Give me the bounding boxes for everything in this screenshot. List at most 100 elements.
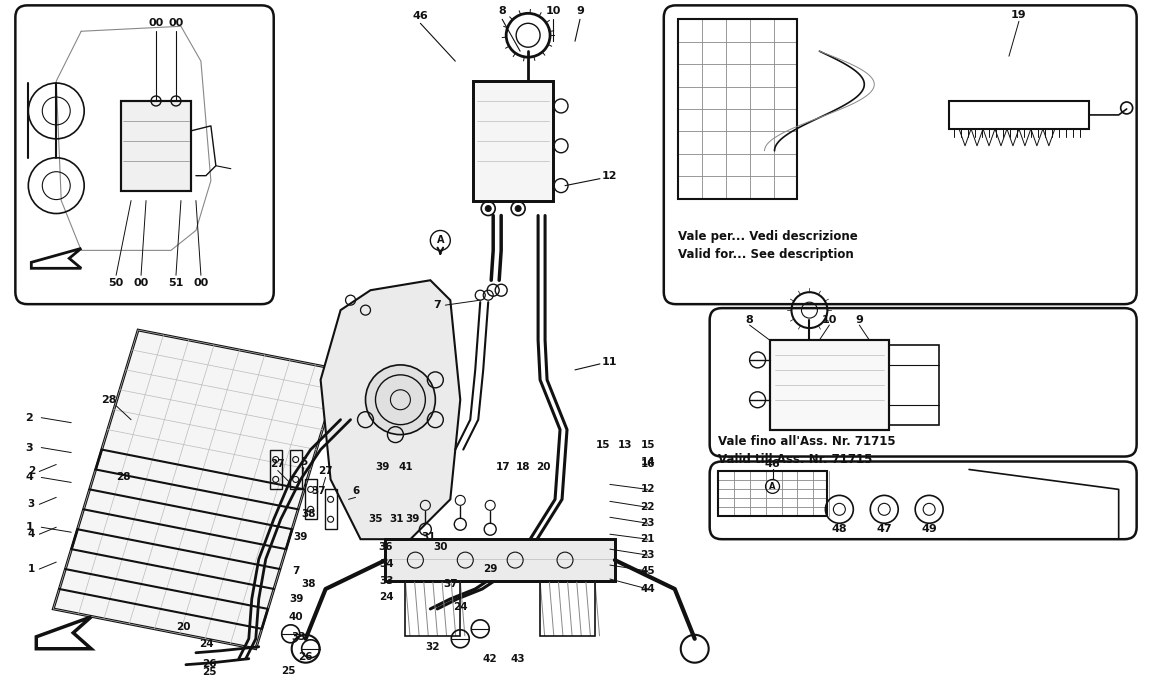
Text: 00: 00 — [168, 18, 184, 28]
Text: 12: 12 — [641, 484, 656, 494]
Text: 27: 27 — [319, 466, 332, 477]
Text: Vale fino all'Ass. Nr. 71715: Vale fino all'Ass. Nr. 71715 — [718, 434, 896, 447]
Text: 16: 16 — [641, 460, 656, 469]
Text: 37: 37 — [312, 486, 325, 497]
Text: 40: 40 — [289, 612, 302, 622]
FancyBboxPatch shape — [15, 5, 274, 304]
Text: 14: 14 — [641, 456, 656, 466]
Text: 25: 25 — [201, 667, 216, 677]
Text: 48: 48 — [831, 525, 848, 534]
Text: 15: 15 — [641, 440, 656, 449]
Text: 00: 00 — [193, 278, 208, 288]
Text: 9: 9 — [576, 6, 584, 16]
Bar — [305, 479, 316, 519]
Text: 20: 20 — [536, 462, 551, 473]
Text: 7: 7 — [292, 566, 299, 576]
Text: 33: 33 — [291, 632, 306, 642]
Text: 00: 00 — [148, 18, 163, 28]
Text: 24: 24 — [453, 602, 468, 612]
Text: 39: 39 — [375, 462, 390, 473]
Text: 9: 9 — [856, 315, 864, 325]
Polygon shape — [321, 280, 460, 539]
Text: 25: 25 — [282, 666, 296, 675]
Text: 34: 34 — [380, 559, 393, 569]
Text: 8: 8 — [498, 6, 506, 16]
Bar — [121, 101, 191, 191]
Text: 1: 1 — [28, 564, 34, 574]
Text: 28: 28 — [116, 473, 130, 482]
Text: 3: 3 — [25, 443, 33, 453]
Text: 38: 38 — [301, 510, 316, 519]
Text: 43: 43 — [511, 654, 526, 664]
Text: 28: 28 — [101, 395, 117, 405]
Text: 27: 27 — [270, 460, 285, 469]
Text: 19: 19 — [1011, 10, 1027, 20]
Text: 29: 29 — [483, 564, 498, 574]
Bar — [385, 539, 615, 581]
Text: 13: 13 — [618, 440, 633, 449]
Circle shape — [485, 206, 491, 212]
Text: 36: 36 — [378, 542, 392, 552]
Text: 31: 31 — [389, 514, 404, 525]
Text: 32: 32 — [426, 642, 439, 652]
Text: 18: 18 — [516, 462, 530, 473]
Text: 30: 30 — [434, 542, 447, 552]
Text: Vale per... Vedi descrizione: Vale per... Vedi descrizione — [677, 230, 858, 243]
Text: 3: 3 — [28, 499, 34, 510]
Text: 10: 10 — [822, 315, 837, 325]
Text: 39: 39 — [293, 532, 308, 542]
Text: A: A — [769, 482, 776, 491]
Text: 10: 10 — [545, 6, 561, 16]
Text: 22: 22 — [641, 502, 656, 512]
FancyBboxPatch shape — [710, 308, 1136, 456]
Text: 46: 46 — [765, 458, 781, 469]
Text: 46: 46 — [413, 12, 428, 21]
Text: 38: 38 — [301, 579, 316, 589]
Text: 17: 17 — [496, 462, 511, 473]
Text: 33: 33 — [380, 576, 393, 586]
Text: Valid for... See description: Valid for... See description — [677, 249, 853, 262]
Text: 4: 4 — [28, 529, 34, 539]
Text: 12: 12 — [603, 171, 618, 181]
Text: 26: 26 — [298, 652, 313, 662]
Text: 24: 24 — [380, 592, 393, 602]
Text: 35: 35 — [368, 514, 383, 525]
Text: 44: 44 — [641, 584, 656, 594]
Text: 5: 5 — [300, 456, 307, 466]
Text: 21: 21 — [641, 534, 656, 544]
Text: Valid till Ass. Nr. 71715: Valid till Ass. Nr. 71715 — [718, 453, 872, 466]
Text: 23: 23 — [641, 518, 656, 528]
Polygon shape — [53, 330, 340, 649]
Text: 6: 6 — [352, 486, 359, 497]
Text: 51: 51 — [168, 278, 184, 288]
Bar — [949, 101, 1089, 129]
Text: 4: 4 — [25, 473, 33, 482]
Text: 00: 00 — [133, 278, 148, 288]
Text: 47: 47 — [876, 525, 892, 534]
Text: 15: 15 — [596, 440, 611, 449]
Text: 24: 24 — [200, 639, 214, 649]
Bar — [290, 449, 301, 490]
Bar — [677, 19, 797, 199]
Text: 50: 50 — [108, 278, 124, 288]
Text: 31: 31 — [421, 532, 436, 542]
Bar — [769, 340, 889, 430]
Bar — [474, 81, 553, 201]
Text: 23: 23 — [641, 550, 656, 560]
Bar — [769, 340, 889, 430]
Text: 2: 2 — [28, 466, 34, 477]
Text: 42: 42 — [483, 654, 498, 664]
Text: A: A — [437, 236, 444, 245]
Bar — [540, 581, 595, 636]
Text: 45: 45 — [641, 566, 656, 576]
Text: 26: 26 — [201, 658, 216, 669]
Bar — [889, 345, 940, 425]
Bar — [406, 581, 460, 636]
Text: 41: 41 — [398, 462, 413, 473]
Text: 7: 7 — [434, 300, 442, 310]
FancyBboxPatch shape — [664, 5, 1136, 304]
Text: 2: 2 — [25, 413, 33, 423]
Text: 1: 1 — [25, 522, 33, 532]
Text: 20: 20 — [176, 622, 190, 632]
FancyBboxPatch shape — [710, 462, 1136, 539]
